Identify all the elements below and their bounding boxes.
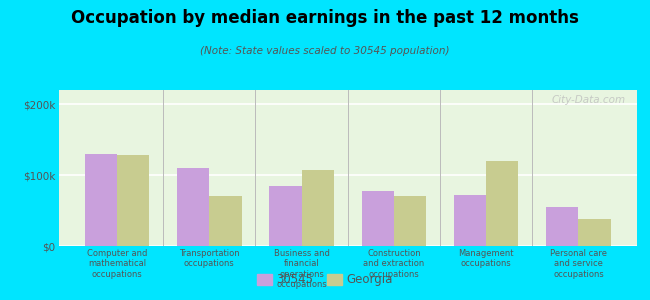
Bar [177, 168, 209, 246]
Bar [454, 195, 486, 246]
Bar [394, 196, 426, 246]
Bar [117, 155, 150, 246]
Bar [209, 196, 242, 246]
Text: (Note: State values scaled to 30545 population): (Note: State values scaled to 30545 popu… [200, 46, 450, 56]
Bar [269, 186, 302, 246]
Bar [546, 207, 578, 246]
Bar [84, 154, 117, 246]
Text: City-Data.com: City-Data.com [551, 95, 625, 105]
Bar [361, 191, 394, 246]
Bar [486, 161, 519, 246]
Legend: 30545, Georgia: 30545, Georgia [253, 269, 397, 291]
Bar [578, 219, 611, 246]
Text: Occupation by median earnings in the past 12 months: Occupation by median earnings in the pas… [71, 9, 579, 27]
Bar [302, 170, 334, 246]
